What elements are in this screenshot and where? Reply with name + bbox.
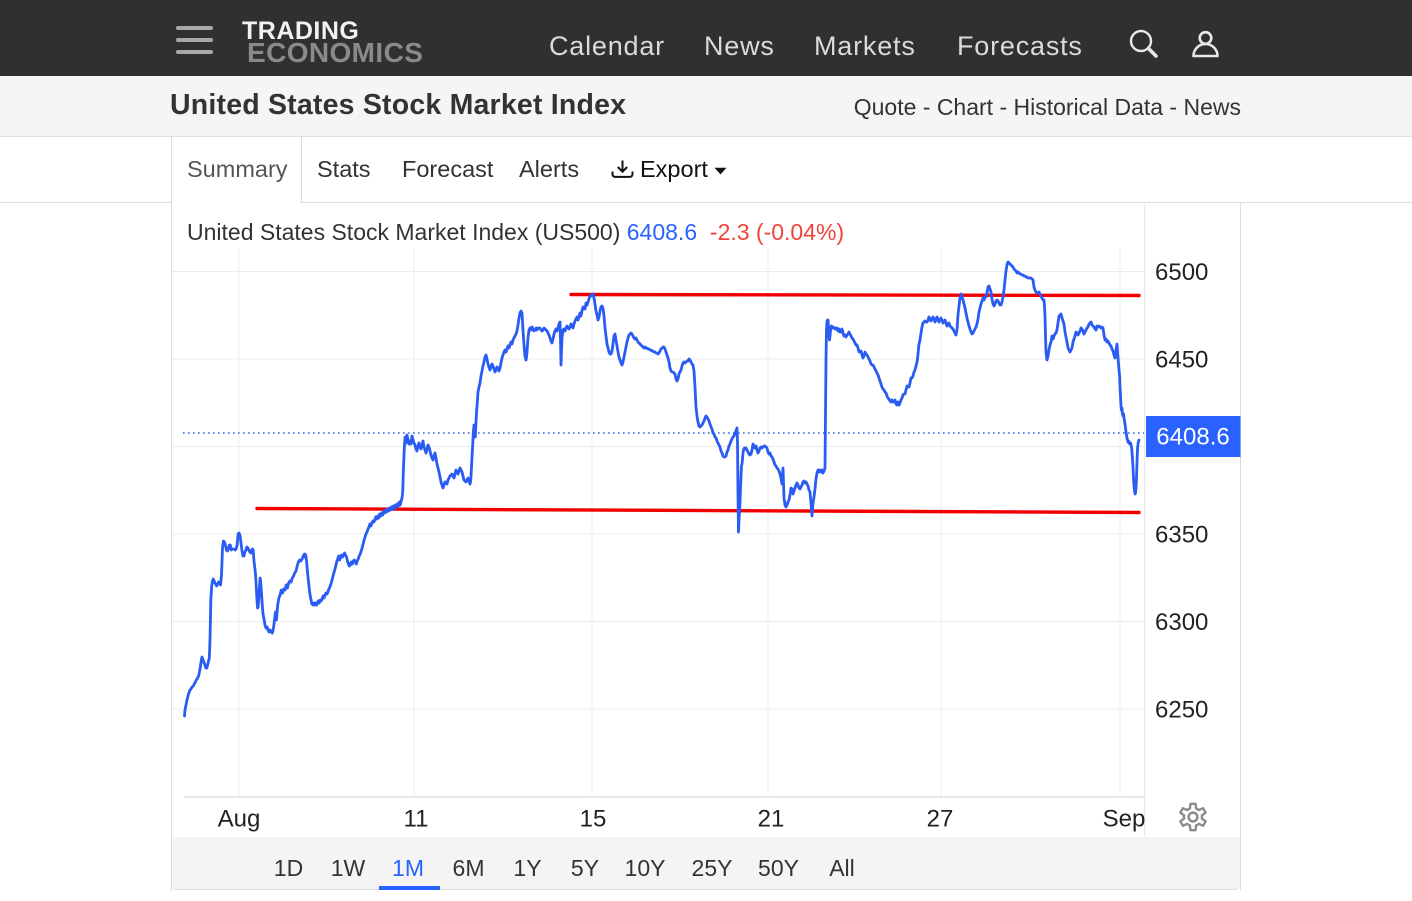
svg-text:15: 15 [580, 806, 607, 833]
svg-text:Aug: Aug [218, 806, 261, 833]
svg-text:6350: 6350 [1155, 522, 1208, 549]
svg-text:6300: 6300 [1155, 609, 1208, 636]
svg-text:Sep: Sep [1103, 806, 1146, 833]
svg-text:6250: 6250 [1155, 697, 1208, 724]
svg-text:6500: 6500 [1155, 259, 1208, 286]
svg-text:6450: 6450 [1155, 347, 1208, 374]
svg-text:21: 21 [758, 806, 785, 833]
svg-text:27: 27 [927, 806, 954, 833]
svg-text:6408.6: 6408.6 [1156, 424, 1229, 451]
svg-text:11: 11 [404, 806, 429, 833]
